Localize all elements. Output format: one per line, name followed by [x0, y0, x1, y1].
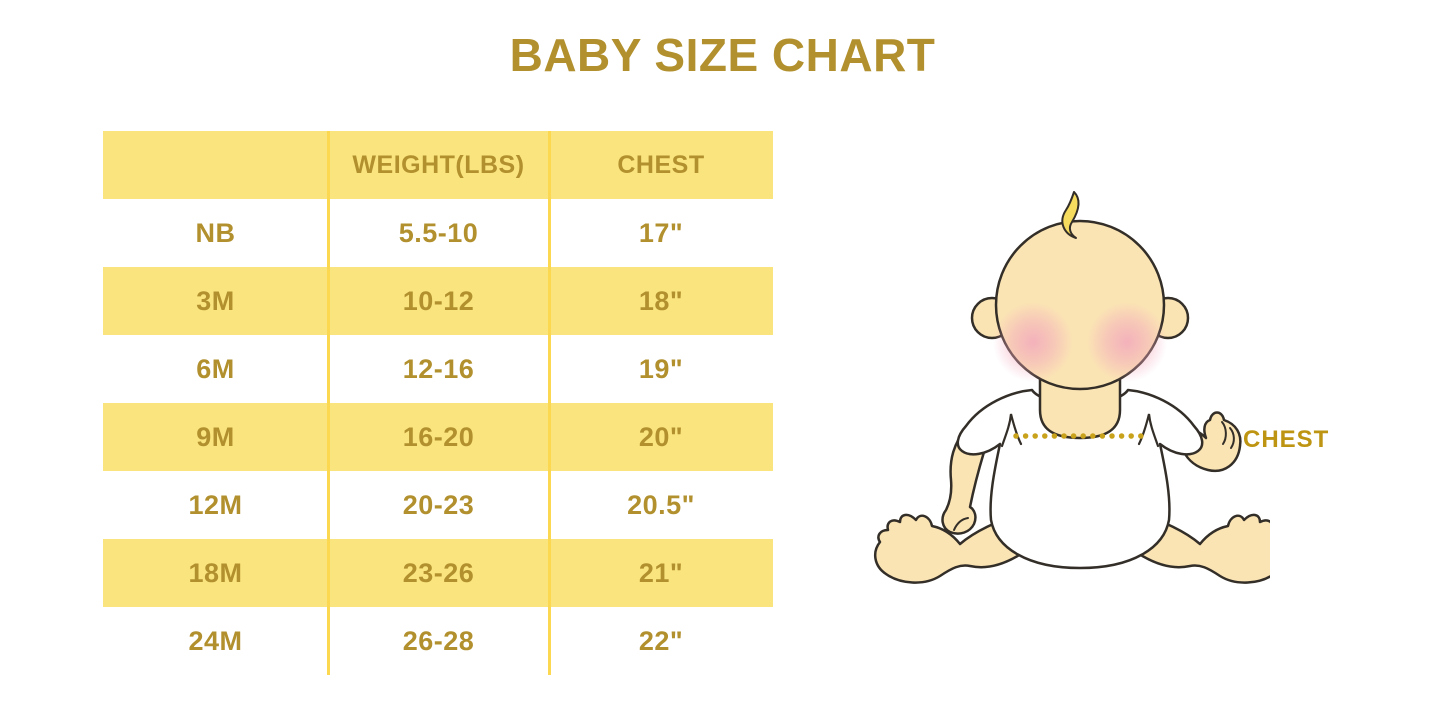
baby-svg — [873, 191, 1287, 584]
weight-cell: 16-20 — [402, 421, 475, 452]
size-table: WEIGHT(LBS) CHEST NB 5.5-10 17" 3M 10-12… — [103, 131, 773, 675]
baby-left-arm — [941, 428, 986, 535]
table-header-row: WEIGHT(LBS) CHEST — [103, 131, 773, 199]
table-row: 6M 12-16 19" — [103, 335, 773, 403]
chest-cell: 21" — [638, 557, 684, 588]
baby-right-cheek — [1087, 302, 1167, 382]
baby-left-cheek — [993, 302, 1073, 382]
baby-hair-curl — [1061, 191, 1080, 239]
chest-annotation-label: CHEST — [1243, 426, 1330, 453]
baby-left-leg — [873, 512, 1026, 584]
size-cell: 18M — [188, 557, 243, 588]
size-cell: 12M — [188, 489, 243, 520]
size-cell: 9M — [196, 421, 235, 452]
table-row: 9M 16-20 20" — [103, 403, 773, 471]
weight-cell: 26-28 — [402, 625, 475, 656]
weight-cell: 12-16 — [402, 353, 475, 384]
chest-cell: 20" — [638, 421, 684, 452]
chest-cell: 17" — [638, 217, 684, 248]
column-divider — [548, 131, 551, 675]
weight-cell: 20-23 — [402, 489, 475, 520]
header-weight-cell: WEIGHT(LBS) — [352, 150, 525, 179]
size-cell: 6M — [196, 353, 235, 384]
chest-cell: 18" — [638, 285, 684, 316]
table-row: 18M 23-26 21" — [103, 539, 773, 607]
size-cell: NB — [195, 217, 236, 248]
table-row: 24M 26-28 22" — [103, 607, 773, 675]
table-row: 12M 20-23 20.5" — [103, 471, 773, 539]
weight-cell: 10-12 — [402, 285, 475, 316]
size-cell: 3M — [196, 285, 235, 316]
size-cell: 24M — [188, 625, 243, 656]
chest-cell: 20.5" — [627, 489, 695, 520]
weight-cell: 5.5-10 — [398, 217, 479, 248]
baby-neck — [1038, 373, 1122, 440]
baby-illustration — [870, 180, 1287, 610]
weight-cell: 23-26 — [402, 557, 475, 588]
table-row: NB 5.5-10 17" — [103, 199, 773, 267]
table-row: 3M 10-12 18" — [103, 267, 773, 335]
column-divider — [327, 131, 330, 675]
page-title: BABY SIZE CHART — [509, 29, 936, 81]
header-chest-cell: CHEST — [617, 150, 705, 179]
chest-cell: 19" — [638, 353, 684, 384]
chest-cell: 22" — [638, 625, 684, 656]
